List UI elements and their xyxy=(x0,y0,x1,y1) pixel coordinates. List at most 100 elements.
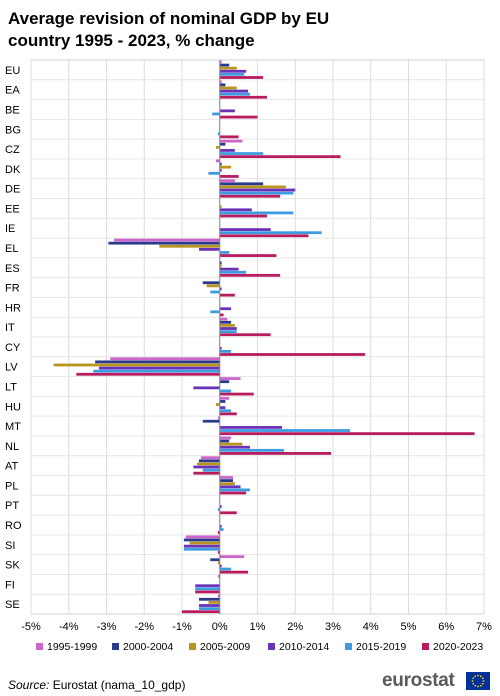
bar xyxy=(93,369,220,373)
x-tick-label: -2% xyxy=(134,621,154,633)
flag-star xyxy=(477,685,479,688)
bar xyxy=(219,488,250,492)
x-tick-label: -5% xyxy=(21,621,41,633)
bar xyxy=(217,561,220,565)
bar xyxy=(219,564,222,568)
bar xyxy=(110,357,220,361)
bar xyxy=(219,482,235,486)
bar xyxy=(217,531,220,534)
source-label: Source: xyxy=(8,678,50,692)
bar xyxy=(219,135,239,139)
bar xyxy=(219,109,235,113)
bar xyxy=(219,76,264,79)
bar xyxy=(98,366,220,370)
flag-star xyxy=(481,682,484,685)
y-tick-label: FI xyxy=(5,579,15,591)
bar xyxy=(189,541,220,545)
bar xyxy=(198,247,220,251)
bar xyxy=(219,162,222,166)
bar xyxy=(219,346,222,350)
bar xyxy=(183,547,220,551)
legend-label: 2005-2009 xyxy=(200,641,251,653)
legend-label: 2010-2014 xyxy=(279,641,330,653)
y-tick-label: AT xyxy=(5,461,19,473)
bar xyxy=(193,386,220,390)
bar xyxy=(219,287,222,291)
flag-star xyxy=(472,677,475,680)
bar xyxy=(219,175,239,178)
bar xyxy=(219,409,232,413)
bar xyxy=(219,139,243,143)
bar xyxy=(219,205,222,209)
bar xyxy=(219,555,245,559)
bar xyxy=(219,307,232,311)
y-tick-label: DE xyxy=(5,184,20,196)
flag-star xyxy=(474,675,477,678)
bar xyxy=(195,587,220,591)
bar xyxy=(212,112,220,116)
y-tick-label: RO xyxy=(5,520,22,532)
bar xyxy=(219,211,294,215)
bar xyxy=(219,320,232,324)
title-line-1: Average revision of nominal GDP by EU xyxy=(8,9,330,28)
bar xyxy=(202,281,220,285)
bar xyxy=(219,377,241,380)
y-tick-label: CY xyxy=(5,342,21,354)
chart-legend: 1995-1999 2000-2004 2005-2009 2010-2014 2015… xyxy=(36,640,496,654)
bar xyxy=(219,317,228,321)
bar xyxy=(217,132,220,136)
bar xyxy=(159,244,220,248)
chart-title: Average revision of nominal GDP by EU co… xyxy=(8,8,488,52)
bar xyxy=(198,604,220,607)
flag-star xyxy=(477,674,479,677)
y-tick-label: PT xyxy=(5,500,19,512)
flag-star xyxy=(479,675,482,678)
flag-star xyxy=(474,684,477,687)
bar xyxy=(219,155,341,159)
bar xyxy=(208,171,220,175)
bar xyxy=(219,60,222,64)
bar xyxy=(219,479,233,482)
legend-item: 2020-2023 xyxy=(422,640,483,654)
bar xyxy=(217,575,220,578)
legend-item: 2005-2009 xyxy=(189,640,250,654)
bar xyxy=(206,284,220,288)
eu-flag-icon xyxy=(466,672,490,690)
y-tick-label: EL xyxy=(5,243,18,255)
bar xyxy=(219,396,230,400)
legend-swatch xyxy=(36,643,43,650)
y-tick-label: HU xyxy=(5,401,21,413)
bar xyxy=(219,524,222,528)
bar xyxy=(197,462,220,466)
y-tick-label: LT xyxy=(5,381,17,393)
x-tick-label: 0% xyxy=(212,621,228,633)
y-tick-label: NL xyxy=(5,441,19,453)
y-tick-label: EU xyxy=(5,65,20,77)
bar xyxy=(219,400,226,403)
bar xyxy=(114,238,220,242)
y-tick-label: BG xyxy=(5,124,21,136)
source-note: Source: Eurostat (nama_10_gdp) xyxy=(8,678,185,692)
bar xyxy=(185,535,220,539)
bar xyxy=(219,188,296,192)
y-tick-label: SE xyxy=(5,599,20,611)
bar xyxy=(219,452,332,455)
footer: Source: Eurostat (nama_10_gdp) eurostat xyxy=(0,662,500,696)
legend-swatch xyxy=(422,643,429,650)
bar xyxy=(219,330,237,334)
bar xyxy=(219,445,250,449)
bar xyxy=(219,412,237,416)
x-tick-label: -4% xyxy=(59,621,79,633)
bar xyxy=(219,511,237,515)
bar xyxy=(198,459,220,463)
bar xyxy=(193,465,220,469)
bar xyxy=(208,601,220,604)
flag-star xyxy=(472,682,475,685)
bar xyxy=(219,476,233,479)
bar xyxy=(219,324,235,327)
bar xyxy=(219,208,252,212)
y-tick-label: BE xyxy=(5,104,20,116)
bar xyxy=(219,567,232,571)
bar xyxy=(219,149,235,152)
bar xyxy=(219,491,247,495)
